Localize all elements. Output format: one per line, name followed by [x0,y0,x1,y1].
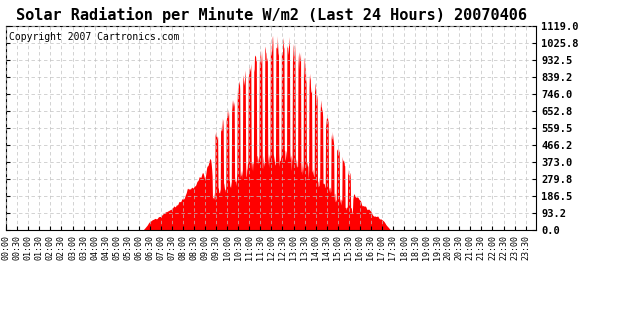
Text: Copyright 2007 Cartronics.com: Copyright 2007 Cartronics.com [9,32,179,42]
Title: Solar Radiation per Minute W/m2 (Last 24 Hours) 20070406: Solar Radiation per Minute W/m2 (Last 24… [16,7,527,23]
